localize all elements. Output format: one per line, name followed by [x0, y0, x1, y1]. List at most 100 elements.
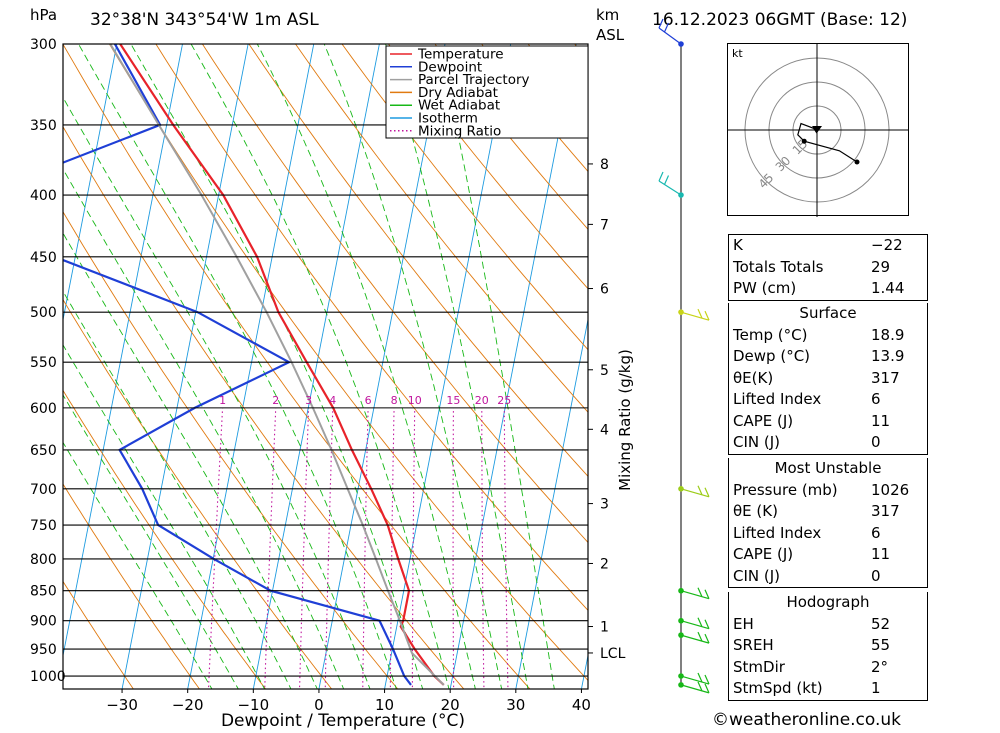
copyright-footer: ©weatheronline.co.uk: [712, 710, 902, 730]
table-row: CIN (J) 0: [729, 432, 927, 454]
pressure-label: 300: [30, 37, 57, 53]
table-row: θE(K) 317: [729, 368, 927, 390]
mixing-ratio-line: [362, 407, 369, 689]
table-row-value: 6: [871, 523, 881, 542]
table-row-label: EH: [733, 614, 754, 633]
table-row-value: 52: [871, 614, 891, 633]
mixing-ratio-label: 6: [365, 394, 372, 407]
x-tick-label: −30: [106, 696, 138, 714]
table-row-label: Pressure (mb): [733, 480, 838, 499]
x-tick-label: 10: [375, 696, 394, 714]
wind-barb: [658, 171, 682, 196]
table-row-label: CIN (J): [733, 566, 781, 585]
table-row: Lifted Index 6: [729, 523, 927, 545]
pressure-label: 950: [30, 642, 57, 658]
mixing-ratio-line: [411, 407, 416, 689]
dry-adiabat-line: [387, 44, 588, 290]
pressure-label: 700: [30, 482, 57, 498]
pressure-label: 650: [30, 443, 57, 459]
pressure-label: 600: [30, 401, 57, 417]
table-row: PW (cm) 1.44: [729, 278, 927, 300]
pressure-label: 450: [30, 250, 57, 266]
table-row-label: CIN (J): [733, 433, 781, 451]
x-tick-label: 0: [314, 696, 324, 714]
pressure-label: 900: [30, 614, 57, 630]
table-row-value: 13.9: [871, 347, 905, 365]
isotherm-line: [580, 653, 588, 689]
legend-label: Mixing Ratio: [418, 123, 501, 139]
pressure-label: 550: [30, 355, 57, 371]
km-unit-label: km: [596, 6, 620, 24]
table-row-value: 1.44: [871, 279, 905, 297]
hodograph-point: [854, 159, 860, 165]
wet-adiabat-line: [190, 44, 450, 689]
mixing-ratio-line: [324, 407, 334, 689]
table-row-label: SREH: [733, 636, 774, 654]
wind-barb: [680, 681, 710, 694]
table-section-title: Most Unstable: [774, 459, 882, 477]
height-tick-label: 1: [600, 620, 609, 636]
table-row-value: 11: [871, 411, 891, 430]
wind-barb: [680, 587, 710, 600]
mixing-ratio-label: 2: [272, 394, 279, 407]
height-tick-label: 4: [600, 422, 609, 438]
table-row: Dewp (°C) 13.9: [729, 346, 927, 368]
table-row: Lifted Index 6: [729, 389, 927, 411]
dry-adiabat-line: [63, 44, 531, 689]
mixing-ratio-axis-title: Mixing Ratio (g/kg): [616, 349, 634, 491]
table-row-value: 2°: [871, 657, 889, 676]
mixing-ratio-line: [503, 407, 509, 689]
hodograph-point: [801, 138, 807, 144]
table-row-label: Lifted Index: [733, 523, 822, 542]
table-section-title: Surface: [799, 304, 857, 322]
wet-adiabat-line: [63, 344, 266, 689]
table-row-value: 6: [871, 390, 881, 408]
dry-adiabat-line: [63, 483, 201, 689]
mixing-ratio-label: 25: [497, 394, 511, 407]
forecast-datetime: 16.12.2023 06GMT (Base: 12): [652, 10, 908, 30]
dewpoint-line: [63, 44, 412, 686]
isotherm-line: [121, 44, 249, 689]
table-row: Temp (°C) 18.9: [729, 325, 927, 347]
mixing-ratio-label: 8: [391, 394, 398, 407]
mixing-ratio-line: [389, 407, 395, 689]
table-row-value: 0: [871, 433, 881, 451]
table-row: CAPE (J) 11: [729, 544, 927, 566]
wet-adiabat-line: [130, 44, 424, 689]
dry-adiabat-line: [63, 389, 267, 689]
table-row-value: 317: [871, 502, 900, 520]
table-row: StmDir 2°: [729, 657, 927, 679]
dry-adiabat-line: [248, 44, 588, 478]
table-row-value: 1026: [871, 480, 910, 499]
wet-adiabat-line: [385, 44, 529, 689]
table-row-value: 1: [871, 679, 881, 697]
table-row: EH 52: [729, 614, 927, 636]
wind-barb: [680, 631, 710, 644]
table-row-label: Totals Totals: [733, 257, 824, 276]
parcel-trajectory-line: [109, 44, 445, 686]
table-row-value: 55: [871, 636, 891, 654]
dry-adiabat-line: [63, 125, 465, 689]
height-tick-label: LCL: [600, 646, 626, 662]
x-tick-label: −10: [237, 696, 269, 714]
pressure-label: 400: [30, 188, 57, 204]
dry-adiabat-line: [294, 44, 588, 413]
table-row: θE (K) 317: [729, 501, 927, 523]
wind-barb: [680, 672, 710, 685]
mixing-ratio-line: [481, 407, 485, 689]
legend-label: Isotherm: [418, 111, 478, 127]
table-row-value: 18.9: [871, 325, 905, 344]
pressure-label: 800: [30, 552, 57, 568]
pressure-label: 750: [30, 518, 57, 534]
storm-motion-marker: [812, 126, 822, 133]
height-tick-label: 5: [600, 363, 609, 379]
dry-adiabat-line: [155, 44, 588, 612]
wet-adiabat-line: [63, 232, 318, 689]
wind-barb: [680, 485, 710, 498]
asl-unit-label: ASL: [596, 26, 625, 44]
isotherm-line: [187, 44, 315, 689]
hodograph-unit-label: kt: [732, 47, 743, 60]
table-row-label: StmSpd (kt): [733, 679, 823, 697]
x-tick-label: 30: [506, 696, 525, 714]
